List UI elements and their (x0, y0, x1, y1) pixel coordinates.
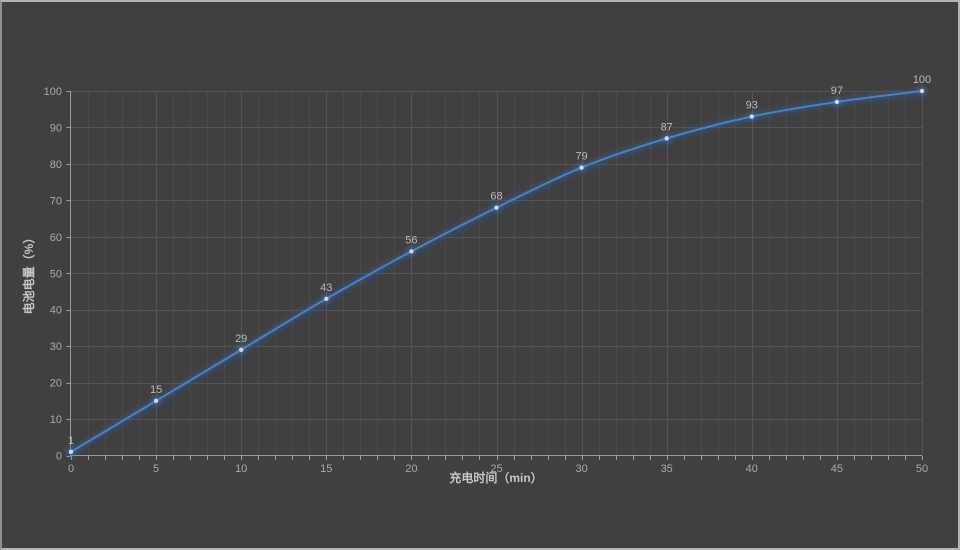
x-tick-labels: 0 5 10 15 20 25 30 35 40 45 50 (68, 463, 928, 475)
data-point (239, 347, 244, 352)
axis-ticks (66, 91, 923, 460)
x-tick-label: 50 (916, 463, 928, 475)
y-tick-label: 40 (50, 305, 62, 317)
data-point-label: 87 (661, 121, 673, 133)
x-tick-label: 5 (153, 463, 159, 475)
x-tick-label: 25 (490, 463, 502, 475)
y-tick-label: 80 (50, 159, 62, 171)
y-grid-major (71, 91, 922, 420)
data-point (409, 249, 414, 254)
series-line-path (70, 90, 923, 453)
data-point (749, 114, 754, 119)
data-point (664, 136, 669, 141)
y-tick-label: 70 (50, 195, 62, 207)
x-axis-title: 充电时间（min） (449, 470, 542, 485)
x-tick-label: 10 (235, 463, 247, 475)
data-point (919, 88, 925, 94)
x-tick-label: 20 (405, 463, 417, 475)
y-tick-label: 90 (50, 122, 62, 134)
y-tick-label: 20 (50, 378, 62, 390)
data-point (834, 99, 840, 105)
data-point-label: 1 (68, 435, 74, 447)
data-point-label: 15 (150, 384, 162, 396)
series-line-glow (68, 88, 925, 455)
y-tick-label: 30 (50, 341, 62, 353)
y-axis-title: 电池电量（%） (21, 232, 36, 315)
y-tick-label: 50 (50, 268, 62, 280)
data-point (579, 165, 584, 170)
data-point-label: 97 (831, 85, 843, 97)
data-point (494, 205, 499, 210)
data-point (153, 398, 159, 404)
data-point-label: 68 (490, 191, 502, 203)
x-tick-label: 15 (320, 463, 332, 475)
data-point-label: 79 (575, 151, 587, 163)
data-point (68, 449, 74, 455)
x-tick-label: 45 (831, 463, 843, 475)
data-point (324, 296, 329, 301)
y-tick-labels: 0 10 20 30 40 50 60 70 80 90 100 (44, 86, 62, 463)
data-point-label: 100 (913, 74, 931, 86)
x-tick-label: 40 (746, 463, 758, 475)
y-tick-label: 100 (44, 86, 62, 98)
x-tick-label: 0 (68, 463, 74, 475)
data-point-label: 43 (320, 282, 332, 294)
data-point-label: 93 (746, 100, 758, 112)
x-tick-label: 35 (661, 463, 673, 475)
y-tick-label: 0 (56, 451, 62, 463)
x-tick-label: 30 (575, 463, 587, 475)
chart-plot-area: 0 5 10 15 20 25 30 35 40 45 50 0 10 20 30 40 50 60 70 80 90 1… (44, 74, 932, 475)
y-tick-label: 60 (50, 232, 62, 244)
series-line (68, 88, 925, 455)
data-point-label: 29 (235, 333, 247, 345)
data-point-label: 56 (405, 234, 417, 246)
y-tick-label: 10 (50, 414, 62, 426)
data-point-labels: 1 15 29 43 56 68 79 87 93 97 100 (68, 74, 931, 447)
data-point-markers (67, 87, 926, 456)
